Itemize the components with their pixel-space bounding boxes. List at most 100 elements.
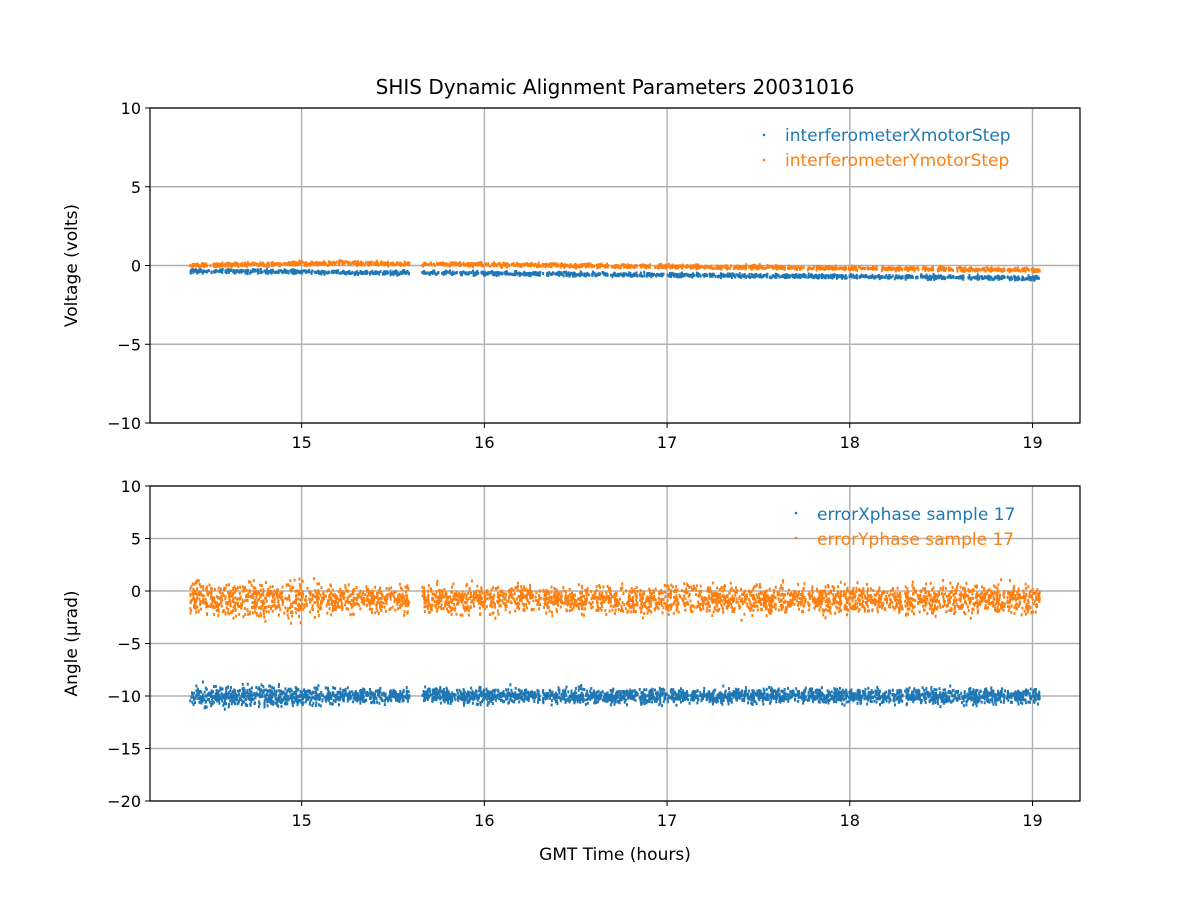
- data-point: [470, 696, 473, 700]
- data-point: [347, 262, 350, 266]
- data-point: [871, 267, 874, 271]
- data-point: [362, 687, 365, 691]
- data-point: [233, 688, 236, 692]
- data-point: [735, 694, 738, 698]
- data-point: [445, 695, 448, 699]
- data-point: [240, 698, 243, 702]
- data-point: [982, 277, 985, 281]
- data-point: [192, 702, 195, 706]
- data-point: [807, 274, 810, 278]
- data-point: [468, 697, 471, 701]
- data-point: [294, 271, 297, 275]
- data-point: [690, 698, 693, 702]
- data-point: [338, 697, 341, 701]
- data-point: [433, 262, 436, 266]
- data-point: [606, 697, 609, 701]
- data-point: [929, 277, 932, 281]
- data-point: [721, 692, 724, 696]
- data-point: [261, 694, 264, 698]
- data-point: [690, 273, 693, 277]
- data-point: [683, 273, 686, 277]
- data-point: [535, 265, 538, 269]
- data-point: [241, 682, 244, 686]
- data-point: [235, 270, 238, 274]
- data-point: [562, 274, 565, 278]
- data-point: [300, 701, 303, 705]
- data-point: [442, 691, 445, 695]
- data-point: [308, 696, 311, 700]
- data-point: [927, 268, 930, 272]
- data-point: [365, 269, 368, 273]
- data-point: [390, 695, 393, 699]
- data-point: [827, 274, 830, 278]
- data-point: [202, 262, 205, 266]
- data-point: [235, 694, 238, 698]
- data-point: [604, 264, 607, 268]
- data-point: [458, 688, 461, 692]
- data-point: [227, 268, 230, 272]
- data-point: [449, 269, 452, 273]
- data-point: [595, 700, 598, 704]
- data-point: [600, 693, 603, 697]
- data-point: [861, 266, 864, 270]
- data-point: [604, 692, 607, 696]
- data-point: [750, 694, 753, 698]
- data-point: [486, 703, 489, 707]
- data-point: [698, 694, 701, 698]
- data-point: [655, 273, 658, 277]
- data-point: [407, 271, 410, 275]
- data-point: [302, 701, 305, 705]
- data-point: [869, 267, 872, 271]
- data-point: [630, 274, 633, 278]
- data-point: [985, 276, 988, 280]
- data-point: [694, 690, 697, 694]
- data-point: [530, 692, 533, 696]
- data-point: [349, 263, 352, 267]
- data-point: [382, 262, 385, 266]
- data-point: [394, 695, 397, 699]
- data-point: [624, 690, 627, 694]
- data-point: [192, 691, 195, 695]
- data-point: [1013, 268, 1016, 272]
- data-point: [567, 271, 570, 275]
- data-point: [1003, 269, 1006, 273]
- data-point: [877, 274, 880, 278]
- data-point: [352, 700, 355, 704]
- data-point: [882, 267, 885, 271]
- data-point: [366, 690, 369, 694]
- y-tick-label: −5: [117, 335, 141, 354]
- data-point: [740, 694, 743, 698]
- data-point: [221, 687, 224, 691]
- data-point: [203, 265, 206, 269]
- data-point: [209, 264, 212, 268]
- data-point: [497, 271, 500, 275]
- data-point: [301, 703, 304, 707]
- data-point: [614, 700, 617, 704]
- data-point: [701, 265, 704, 269]
- data-point: [246, 264, 249, 268]
- data-point: [804, 695, 807, 699]
- data-point: [560, 693, 563, 697]
- data-point: [572, 264, 575, 268]
- data-point: [609, 698, 612, 702]
- data-point: [769, 264, 772, 268]
- data-point: [632, 696, 635, 700]
- data-point: [247, 262, 250, 266]
- data-point: [226, 261, 229, 265]
- data-point: [910, 274, 913, 278]
- data-point: [686, 264, 689, 268]
- data-point: [191, 265, 194, 269]
- data-point: [344, 260, 347, 264]
- data-point: [969, 276, 972, 280]
- data-point: [771, 274, 774, 278]
- data-point: [626, 264, 629, 268]
- data-point: [270, 264, 273, 268]
- data-point: [748, 265, 751, 269]
- data-point: [198, 700, 201, 704]
- data-point: [311, 704, 314, 708]
- data-point: [603, 699, 606, 703]
- data-point: [353, 261, 356, 265]
- data-point: [267, 270, 270, 274]
- data-point: [758, 263, 761, 267]
- data-point: [525, 262, 528, 266]
